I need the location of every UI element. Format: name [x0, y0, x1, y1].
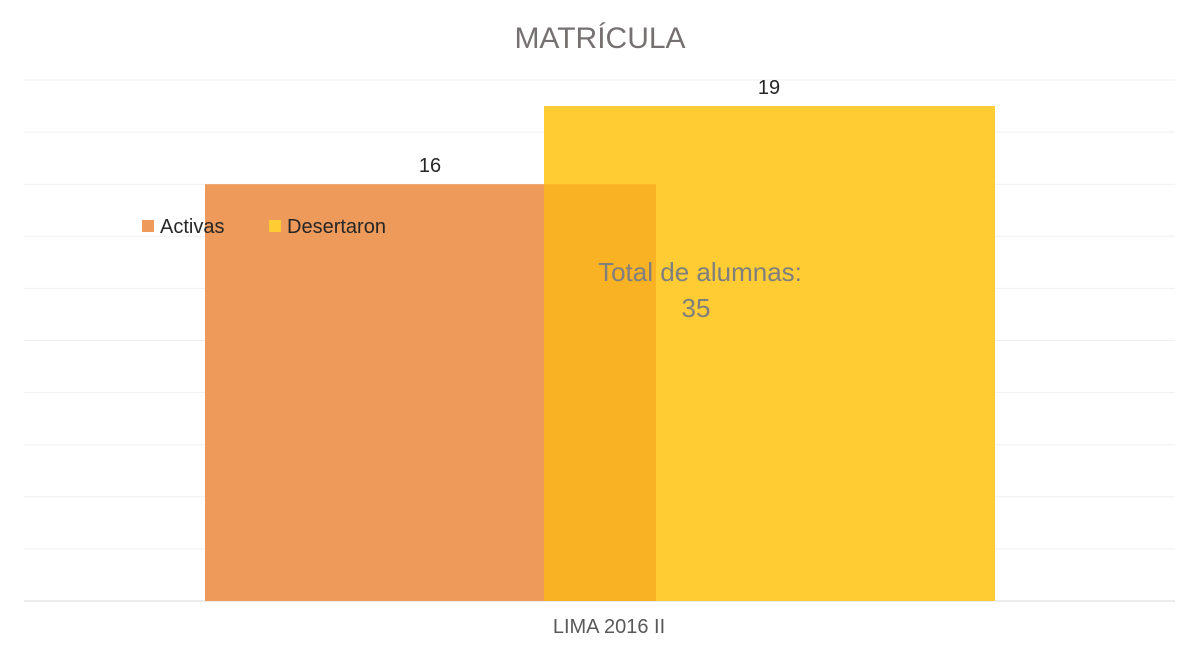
annotation-line-2: 35 [682, 293, 711, 323]
legend-swatch-activas [142, 220, 154, 232]
category-label: LIMA 2016 II [553, 616, 665, 638]
annotation-line-1: Total de alumnas: [598, 257, 802, 287]
legend-label-desertaron: Desertaron [287, 216, 386, 238]
legend-label-activas: Activas [160, 216, 224, 238]
bar-overlap [544, 184, 656, 601]
legend-swatch-desertaron [269, 220, 281, 232]
legend: Activas Desertaron [142, 216, 386, 238]
data-label-activas: 16 [419, 155, 441, 177]
chart-title: MATRÍCULA [514, 22, 685, 55]
data-label-desertaron: 19 [758, 77, 780, 99]
annotation: Total de alumnas: 35 [598, 257, 802, 323]
